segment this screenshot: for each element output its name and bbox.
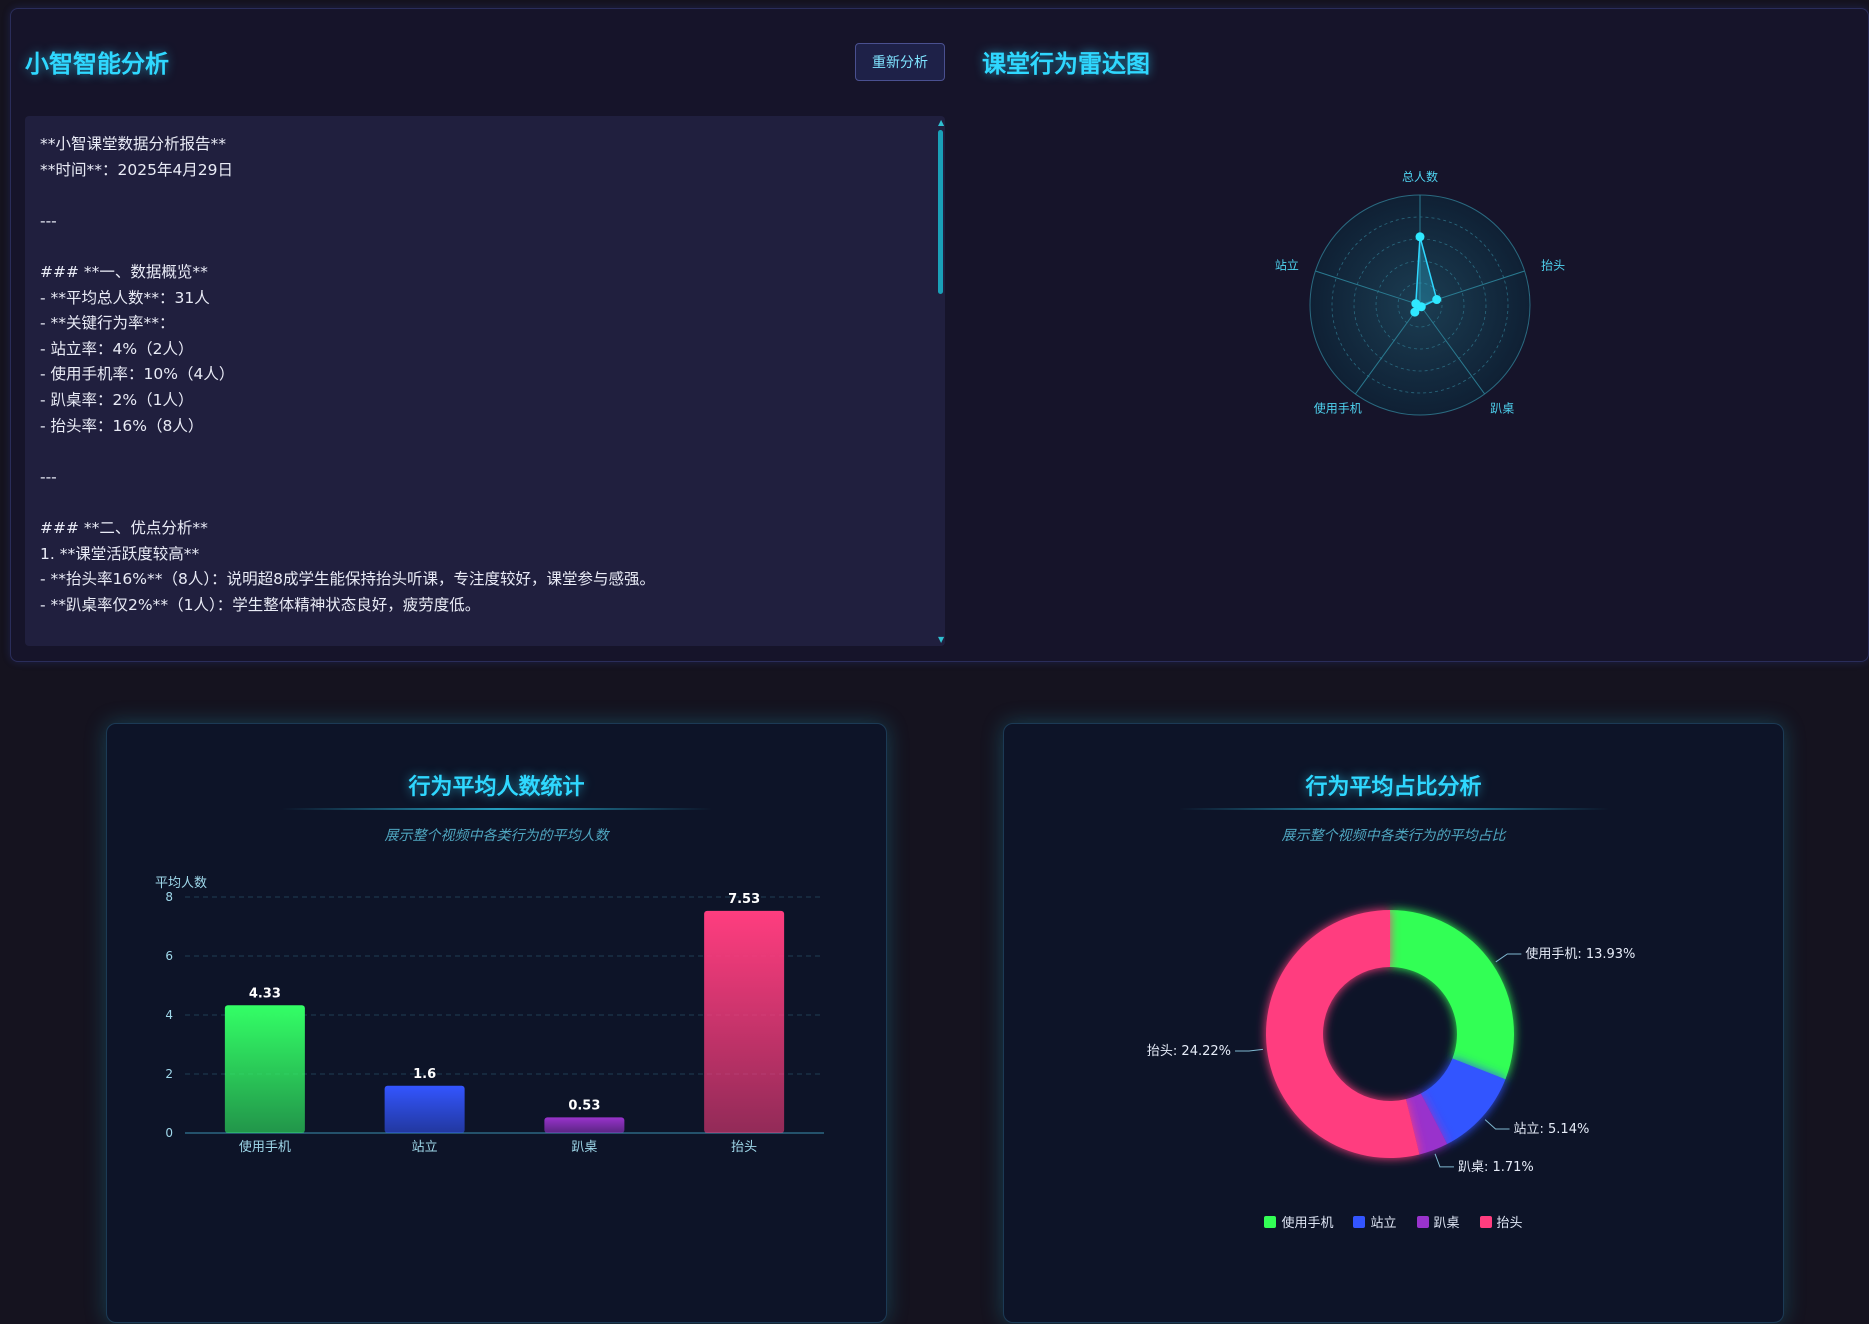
pie-card-title: 行为平均占比分析 [1305, 775, 1482, 800]
report-line: ### **一、数据概览** [40, 262, 208, 281]
bar-y-axis-label: 平均人数 [155, 876, 207, 891]
pie-legend: 使用手机 站立 趴桌 抬头 [1004, 1212, 1783, 1231]
report-line [40, 490, 920, 516]
pie-card-subtitle: 展示整个视频中各类行为的平均占比 [1281, 828, 1506, 844]
report-line: - **抬头率16%**（8人）：说明超8成学生能保持抬头听课，专注度较好，课堂… [40, 570, 655, 589]
pie-slice-label: 趴桌: 1.71% [1458, 1160, 1534, 1175]
pie-slice-label: 抬头: 24.22% [1147, 1044, 1231, 1059]
report-line: - 使用手机率：10%（4人） [40, 365, 235, 384]
pie-slice [1266, 910, 1420, 1158]
pie-card-divider [1179, 808, 1609, 810]
legend-item[interactable]: 抬头 [1479, 1212, 1523, 1231]
pie-slice [1390, 910, 1514, 1080]
ai-analysis-title: 小智智能分析 [25, 50, 169, 78]
bar [704, 910, 785, 1133]
radar-point [1411, 299, 1421, 309]
bar-card-divider [282, 808, 712, 810]
report-line [40, 183, 920, 209]
legend-swatch [1479, 1215, 1492, 1228]
report-line: - 趴桌率：2%（1人） [40, 390, 194, 409]
report-line: - 抬头率：16%（8人） [40, 416, 204, 435]
radar-point [1410, 307, 1420, 317]
pie-slice-label: 使用手机: 13.93% [1525, 946, 1635, 962]
radar-indicator-label: 趴桌 [1490, 402, 1514, 416]
bar [384, 1085, 465, 1133]
legend-label: 抬头 [1496, 1216, 1523, 1231]
scroll-thumb[interactable] [938, 130, 943, 294]
bar-value-label: 1.6 [413, 1067, 436, 1082]
bar-y-tick: 2 [165, 1067, 173, 1081]
pie-slice [1420, 1058, 1506, 1145]
legend-item[interactable]: 趴桌 [1416, 1212, 1460, 1231]
bar [544, 1117, 625, 1133]
report-line: 1. **课堂活跃度较高** [40, 544, 200, 563]
bar-category-label: 站立 [412, 1140, 438, 1155]
radar-axis [1354, 304, 1421, 395]
radar-axis [1315, 270, 1421, 306]
bar-y-tick: 0 [165, 1126, 173, 1140]
legend-item[interactable]: 使用手机 [1264, 1212, 1333, 1231]
legend-label: 趴桌 [1433, 1216, 1460, 1231]
bar-y-tick: 6 [165, 949, 173, 963]
bar-category-label: 趴桌 [571, 1140, 597, 1155]
report-line [40, 234, 920, 260]
report-text-box[interactable]: **小智课堂数据分析报告** **时间**：2025年4月29日 --- ### … [25, 116, 945, 646]
pie-label-line [1235, 1048, 1263, 1052]
radar-chart-title: 课堂行为雷达图 [982, 50, 1150, 78]
legend-label: 使用手机 [1281, 1216, 1334, 1231]
pie-slice-label: 站立: 5.14% [1514, 1122, 1590, 1137]
report-line: --- [40, 467, 57, 486]
legend-swatch [1416, 1215, 1429, 1228]
radar-point [1415, 232, 1425, 242]
radar-point [1432, 295, 1442, 305]
bar-chart-card: 行为平均人数统计 展示整个视频中各类行为的平均人数 平均人数 0 2 4 6 8 4.33 使… [106, 723, 887, 1323]
pie-chart: 使用手机: 13.93% 站立: 5.14% 趴桌: 1.71% 抬头: 24.22% [1147, 910, 1635, 1175]
pie-slice [1405, 1093, 1448, 1155]
pie-label-line [1434, 1153, 1454, 1168]
report-line: - 站立率：4%（2人） [40, 339, 194, 358]
radar-indicator-label: 抬头 [1541, 258, 1565, 272]
report-scrollbar[interactable]: ▲ ▼ [937, 118, 945, 644]
bar-y-tick: 4 [165, 1008, 173, 1022]
report-line: ### **二、优点分析** [40, 518, 208, 537]
bar-value-label: 7.53 [728, 892, 760, 907]
report-line: - **关键行为率**： [40, 314, 175, 333]
scroll-down-arrow-icon[interactable]: ▼ [938, 635, 945, 644]
bar-category-label: 使用手机 [239, 1139, 291, 1155]
bar-chart: 平均人数 0 2 4 6 8 4.33 使用手机 1.6 站立 0.53 趴桌 7.53 抬头 [155, 876, 824, 1155]
report-line: **时间**：2025年4月29日 [40, 160, 234, 179]
radar-axis [1419, 304, 1486, 395]
report-line: - **趴桌率仅2%**（1人）：学生整体精神状态良好，疲劳度低。 [40, 595, 481, 614]
report-text: **小智课堂数据分析报告** **时间**：2025年4月29日 --- ### … [40, 132, 920, 618]
legend-swatch [1264, 1215, 1277, 1228]
radar-indicator-label: 使用手机 [1314, 401, 1362, 416]
report-line [40, 439, 920, 465]
reanalyze-button[interactable]: 重新分析 [855, 43, 945, 81]
legend-item[interactable]: 站立 [1353, 1212, 1397, 1231]
pie-label-line [1495, 953, 1522, 963]
radar-ring [1353, 238, 1487, 372]
bar-card-title: 行为平均人数统计 [408, 775, 585, 800]
bar-value-label: 4.33 [249, 986, 281, 1001]
report-line: **小智课堂数据分析报告** [40, 135, 227, 153]
pie-label-line [1484, 1119, 1510, 1130]
report-line: - **平均总人数**：31人 [40, 288, 210, 307]
radar-indicator-label: 站立 [1275, 257, 1299, 272]
bar [224, 1005, 305, 1133]
bar-category-label: 抬头 [731, 1140, 757, 1155]
legend-swatch [1353, 1215, 1366, 1228]
bar-card-subtitle: 展示整个视频中各类行为的平均人数 [384, 828, 609, 844]
legend-label: 站立 [1370, 1216, 1397, 1231]
pie-chart-card: 行为平均占比分析 展示整个视频中各类行为的平均占比 使用手机: 13.93% 站立… [1003, 723, 1784, 1323]
radar-indicator-label: 总人数 [1402, 169, 1438, 184]
scroll-up-arrow-icon[interactable]: ▲ [938, 118, 945, 127]
bar-value-label: 0.53 [568, 1098, 600, 1113]
report-line: --- [40, 211, 57, 230]
bar-y-tick: 8 [165, 890, 173, 904]
radar-ring [1375, 260, 1465, 350]
